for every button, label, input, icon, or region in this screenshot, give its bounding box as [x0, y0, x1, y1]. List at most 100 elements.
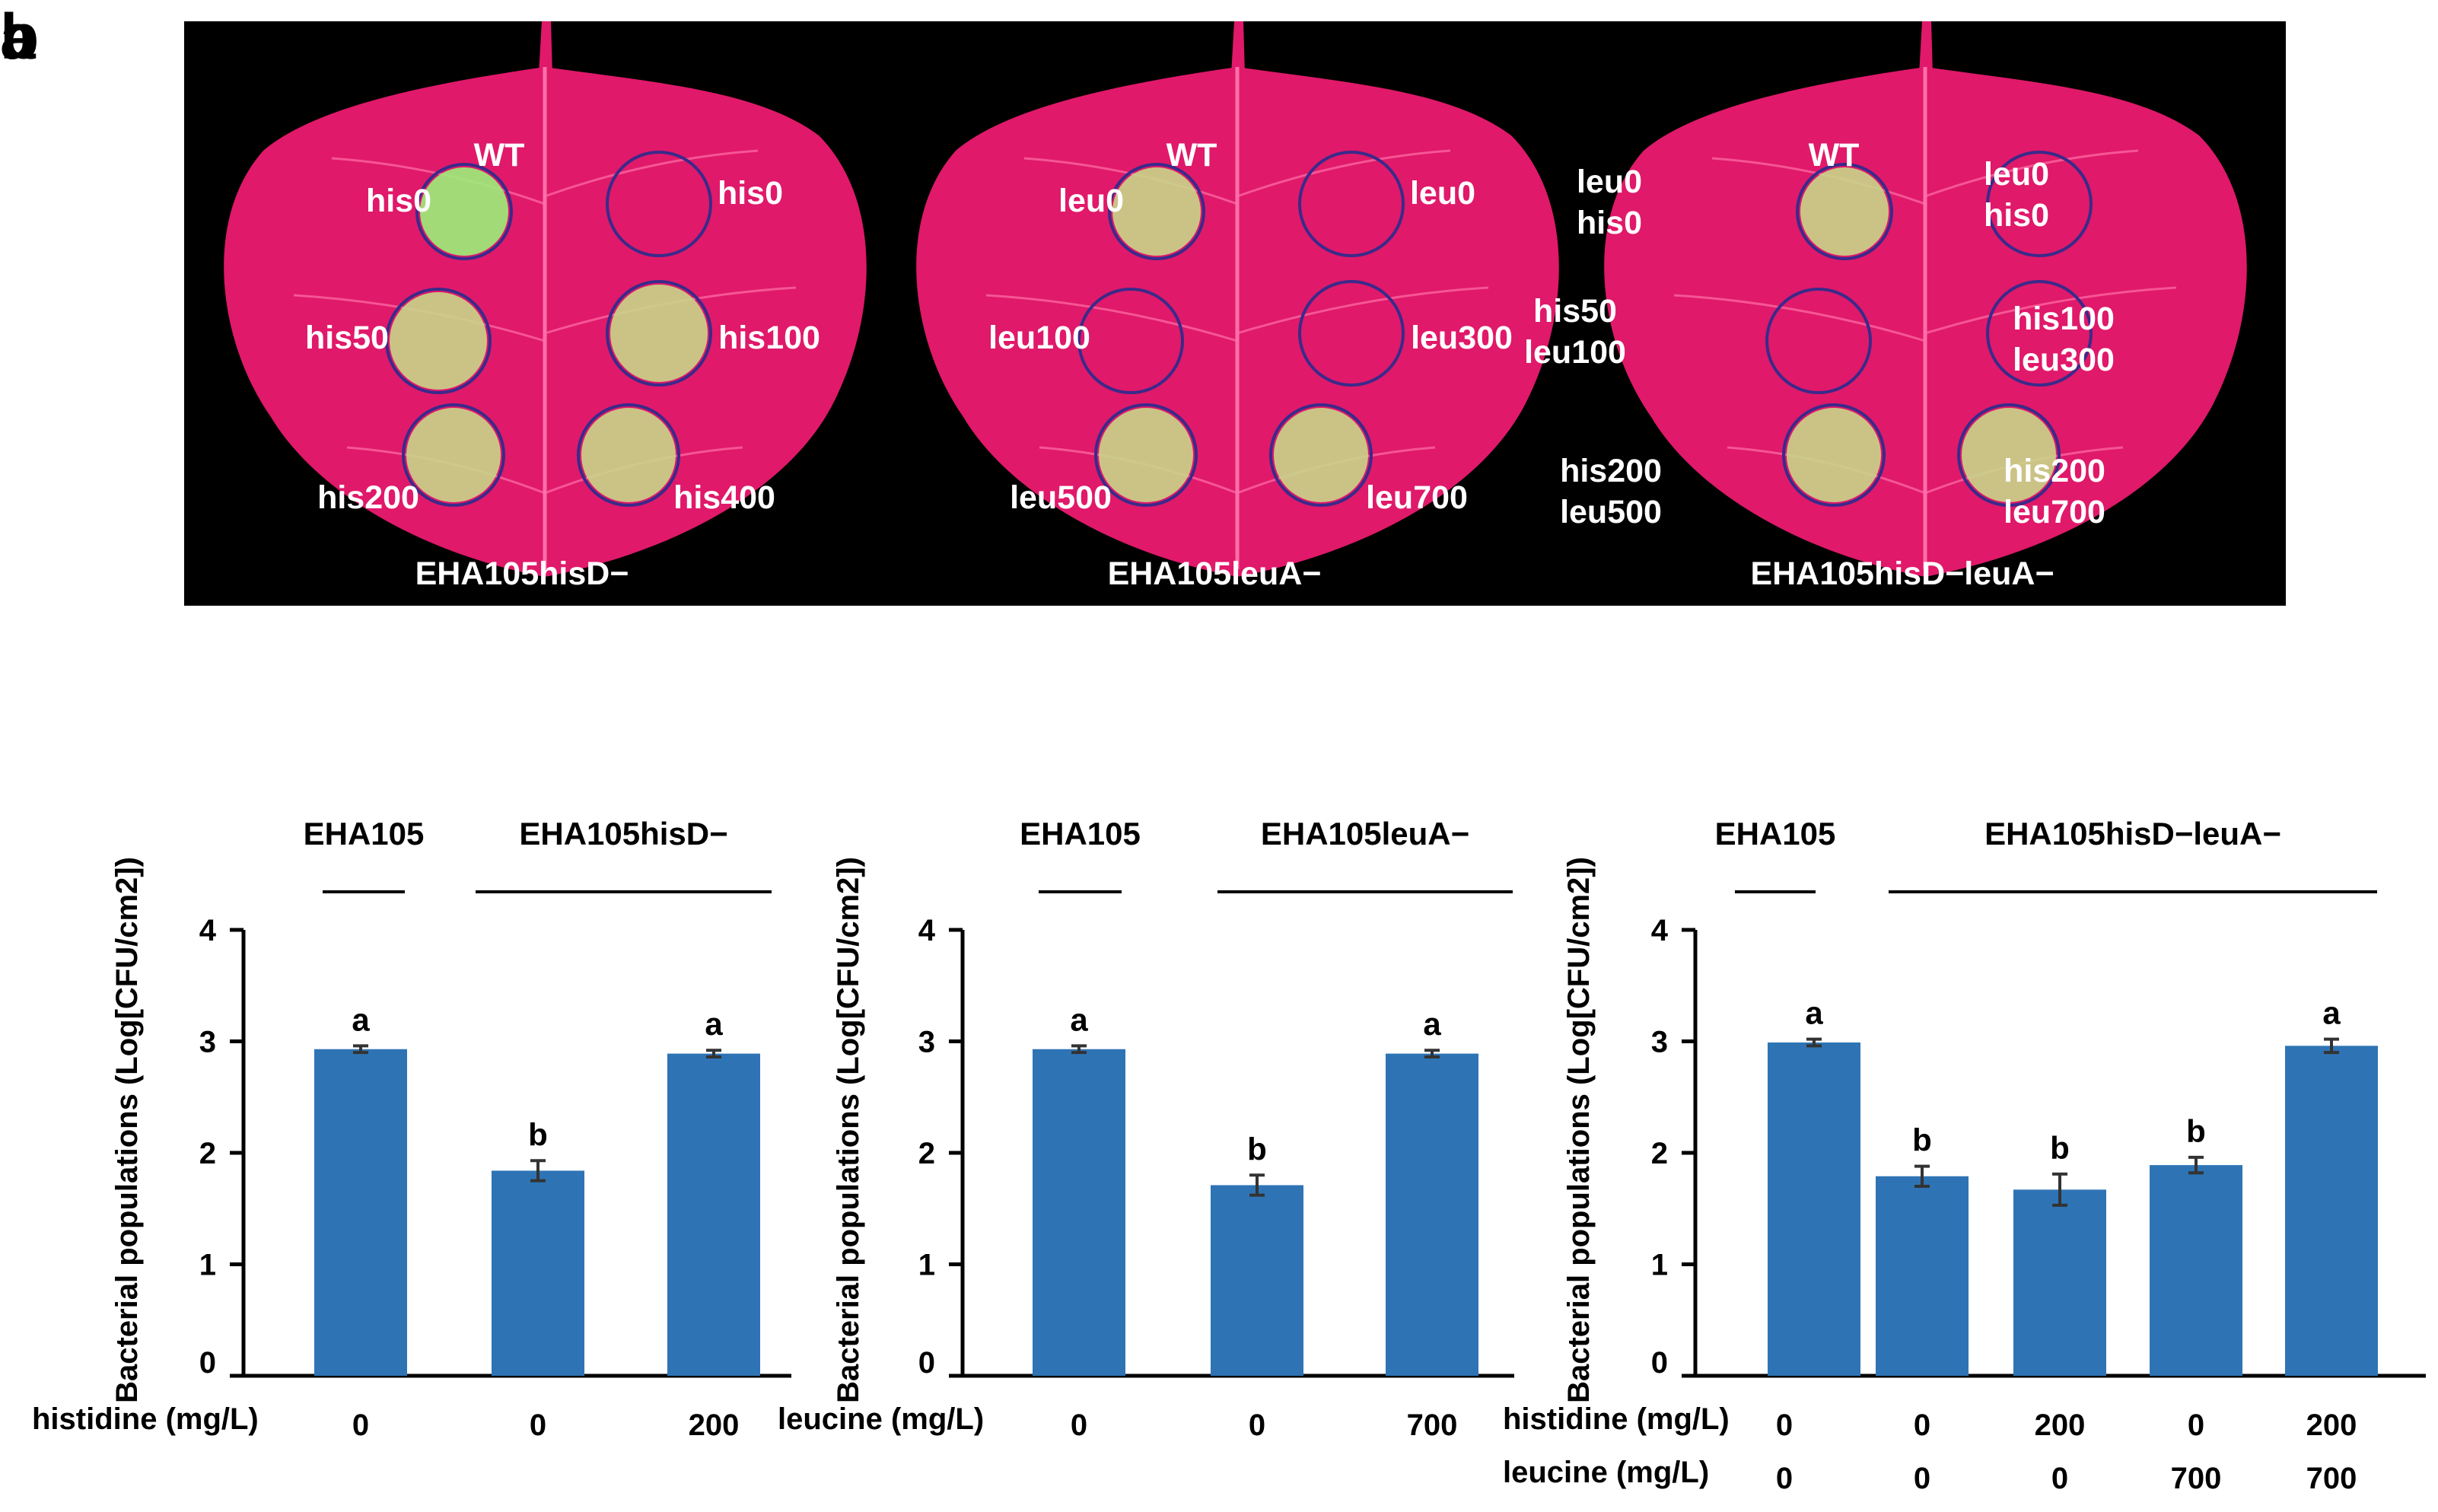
condition-value: 0: [352, 1409, 369, 1442]
y-tick-label: 2: [918, 1137, 935, 1170]
leaf-petiole: [539, 21, 552, 75]
leaf-1: WT his0 his0 his50 his100 his200 his400 EHA105h…: [224, 21, 867, 592]
y-tick-label: 0: [918, 1346, 935, 1380]
infiltration-ring: [1298, 280, 1405, 387]
y-tick-label: 4: [1651, 914, 1669, 947]
infiltration-ring: [1782, 403, 1886, 507]
condition-value: 700: [1407, 1409, 1458, 1442]
significance-letter: b: [2186, 1113, 2206, 1149]
strain-label: EHA105hisD−leuA−: [1750, 555, 2054, 592]
condition-value: 200: [2035, 1409, 2086, 1442]
y-tick-label: 0: [1651, 1346, 1668, 1380]
infiltration-ring: [1298, 151, 1405, 257]
condition-value: 200: [2306, 1409, 2357, 1442]
significance-letter: b: [528, 1116, 548, 1152]
spot-label: his100: [718, 320, 820, 356]
lesion-spot: [406, 408, 501, 502]
spot-label: leu100: [988, 320, 1090, 356]
bar: [2285, 1046, 2378, 1376]
spot-label: leu0: [1058, 183, 1124, 219]
condition-value: 0: [2188, 1409, 2204, 1442]
significance-letter: a: [352, 1001, 370, 1037]
lesion-spot: [1112, 167, 1201, 256]
spot-label: his200 leu700: [2004, 453, 2105, 530]
group-label: EHA105: [304, 816, 425, 851]
y-axis-label: Bacterial populations (Log[CFU/cm2]): [832, 857, 865, 1403]
y-tick-label: 1: [199, 1249, 216, 1282]
y-tick-label: 3: [199, 1026, 216, 1059]
panel-label-a: a: [0, 1, 36, 72]
spot-label: leu0 his0: [1577, 164, 1642, 241]
infiltration-ring: [606, 151, 712, 257]
spot-label: his200: [317, 479, 419, 516]
infiltration-ring: [1796, 163, 1893, 260]
infiltration-ring: [1986, 151, 2093, 257]
bar: [1386, 1053, 1478, 1376]
spot-label: WT: [474, 137, 525, 173]
condition-value: 0: [1776, 1462, 1793, 1495]
y-tick-label: 3: [1651, 1026, 1668, 1059]
infiltration-ring: [577, 403, 680, 507]
bar: [1033, 1049, 1125, 1376]
infiltration-ring: [606, 280, 712, 387]
bar-charts: Bacterial populations (Log[CFU/cm2]) 0 1 2 3…: [32, 816, 2426, 1495]
infiltration-ring: [1957, 403, 2061, 507]
bar: [492, 1170, 584, 1376]
infiltration-ring: [415, 163, 513, 260]
leaf-vein: [544, 149, 759, 198]
leaf-petiole: [1919, 21, 1933, 75]
infiltration-ring: [402, 403, 505, 507]
group-label: EHA105leuA−: [1261, 816, 1469, 851]
spot-label: WT: [1809, 137, 1860, 173]
condition-value: 0: [1776, 1409, 1793, 1442]
condition-value: 0: [2051, 1462, 2068, 1495]
condition-value: 700: [2171, 1462, 2222, 1495]
chart-1: Bacterial populations (Log[CFU/cm2]) 0 1 2 3…: [32, 816, 791, 1442]
significance-letter: b: [1912, 1122, 1932, 1158]
bar: [2013, 1189, 2106, 1376]
spot-label: his200 leu500: [1560, 453, 1662, 530]
y-tick-label: 4: [199, 914, 217, 947]
significance-letter: a: [1805, 995, 1823, 1031]
condition-value: 0: [1914, 1409, 1930, 1442]
y-tick-label: 1: [918, 1249, 935, 1282]
condition-value: 0: [530, 1409, 546, 1442]
bar: [314, 1049, 407, 1376]
y-tick-label: 4: [918, 914, 936, 947]
lesion-spot: [390, 292, 487, 390]
significance-letter: a: [1070, 1001, 1088, 1037]
lesion-spot: [420, 167, 508, 256]
lesion-spot: [1099, 408, 1193, 502]
leaf-2: WT leu0 leu0 leu100 leu300 leu500 leu700 EHA105…: [916, 21, 1559, 592]
condition-value: 0: [1071, 1409, 1087, 1442]
condition-value: 0: [1249, 1409, 1265, 1442]
chart-2: Bacterial populations (Log[CFU/cm2]) 0 1 2 3…: [778, 816, 1514, 1442]
spot-label: his100 leu300: [2013, 301, 2115, 378]
group-label: EHA105hisD−: [519, 816, 727, 851]
infiltration-ring: [385, 288, 492, 394]
bar: [1768, 1042, 1860, 1376]
bar-charts-panel: Bacterial populations (Log[CFU/cm2]) 0 1 2 3…: [0, 731, 2438, 1512]
spot-label: leu700: [1366, 479, 1468, 516]
leaf-vein: [1673, 294, 1926, 342]
y-tick-label: 3: [918, 1026, 935, 1059]
lesion-spot: [1800, 167, 1889, 256]
y-tick-label: 1: [1651, 1249, 1668, 1282]
leaf-vein: [1237, 149, 1451, 198]
leaf-petiole: [1231, 21, 1245, 75]
significance-letter: b: [2050, 1130, 2070, 1166]
lesion-spot: [610, 285, 708, 382]
condition-label: histidine (mg/L): [32, 1402, 259, 1436]
leaf-vein: [1924, 149, 2139, 198]
leaf-vein: [1237, 286, 1489, 335]
spot-label: his50: [305, 320, 389, 356]
lesion-spot: [1787, 408, 1881, 502]
lesion-spot: [581, 408, 676, 502]
bar: [1876, 1176, 1969, 1376]
significance-letter: a: [705, 1006, 723, 1042]
bar: [667, 1053, 760, 1376]
infiltration-ring: [1269, 403, 1373, 507]
y-tick-label: 0: [199, 1346, 216, 1380]
spot-label: leu500: [1010, 479, 1112, 516]
significance-letter: a: [2322, 995, 2341, 1031]
